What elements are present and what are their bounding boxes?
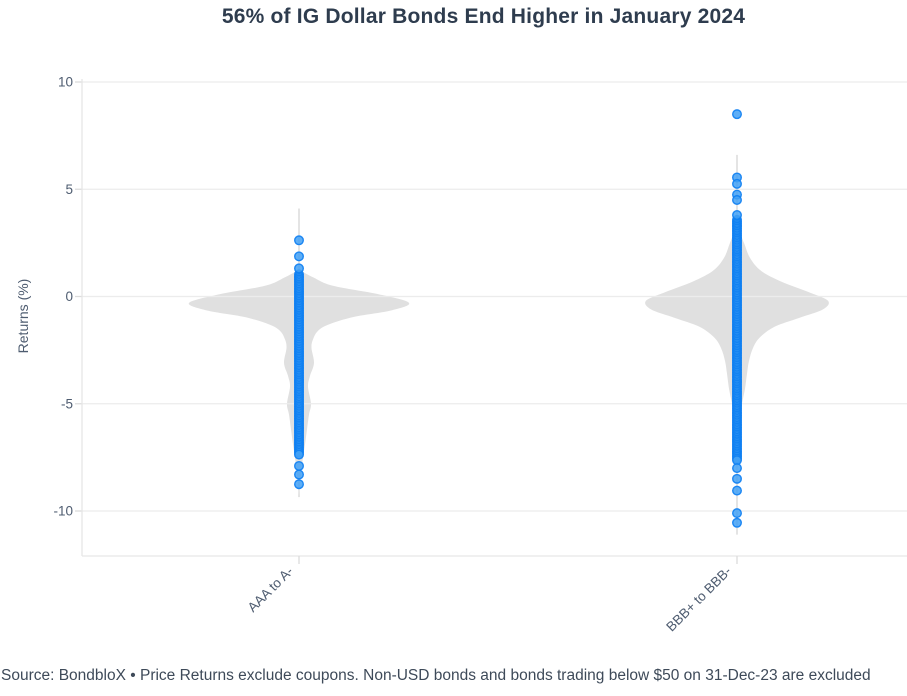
data-point[interactable] <box>732 463 743 474</box>
y-axis-title: Returns (%) <box>15 278 31 354</box>
data-point[interactable] <box>294 449 305 460</box>
data-point[interactable] <box>732 178 743 189</box>
data-point[interactable] <box>732 508 743 519</box>
y-tick-label: -5 <box>61 396 73 411</box>
data-point[interactable] <box>732 485 743 496</box>
data-point[interactable] <box>294 251 305 262</box>
y-tick-label: 0 <box>65 289 73 304</box>
chart-title: 56% of IG Dollar Bonds End Higher in Jan… <box>221 5 746 28</box>
data-point[interactable] <box>732 517 743 528</box>
data-point[interactable] <box>732 473 743 484</box>
x-tick-label: BBB+ to BBB- <box>663 564 734 635</box>
data-point[interactable] <box>732 109 743 120</box>
y-tick-label: -10 <box>53 504 73 519</box>
data-point[interactable] <box>294 263 305 274</box>
data-point[interactable] <box>294 235 305 246</box>
y-tick-label: 10 <box>58 75 73 90</box>
data-point[interactable] <box>294 460 305 471</box>
data-point[interactable] <box>294 469 305 480</box>
data-point[interactable] <box>294 479 305 490</box>
data-point[interactable] <box>732 209 743 220</box>
x-tick-label: AAA to A- <box>245 564 296 615</box>
source-note: Source: BondbloX • Price Returns exclude… <box>1 667 871 684</box>
y-tick-label: 5 <box>65 182 73 197</box>
data-point[interactable] <box>732 194 743 205</box>
